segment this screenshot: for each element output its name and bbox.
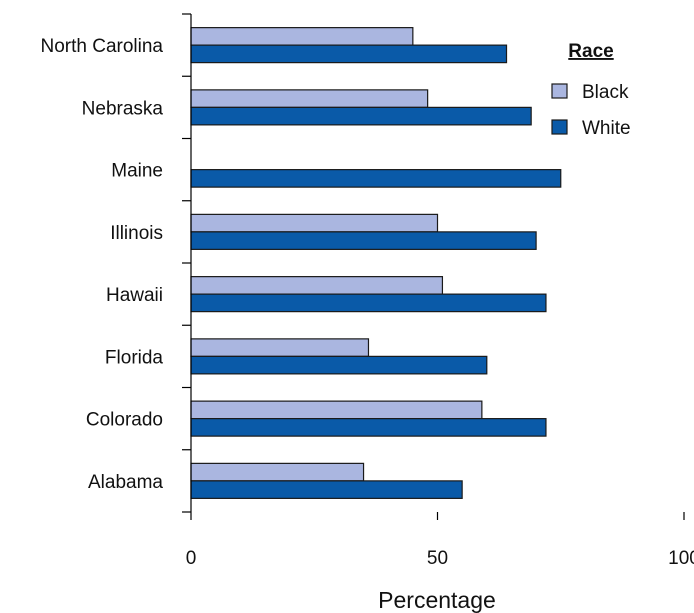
x-tick-label-100: 100 — [668, 548, 694, 569]
category-label-hawaii: Hawaii — [106, 285, 163, 306]
bar-black-nebraska — [190, 89, 429, 108]
bar-black-florida — [190, 338, 370, 357]
bar-white-hawaii — [190, 293, 547, 313]
category-label-colorado: Colorado — [86, 410, 163, 431]
x-axis-title: Percentage — [378, 587, 496, 613]
category-labels: North Carolina Nebraska Maine Illinois Hawai… — [41, 36, 164, 493]
bar-black-alabama — [190, 462, 365, 482]
x-tick-label-50: 50 — [427, 548, 448, 569]
bar-white-florida — [190, 355, 488, 375]
legend: Race Black White — [551, 41, 631, 139]
bar-black-illinois — [190, 213, 439, 233]
bar-black-colorado — [190, 400, 483, 420]
legend-label-white: White — [582, 118, 631, 139]
y-axis — [182, 13, 192, 513]
bar-white-alabama — [190, 480, 463, 499]
bar-white-nebraska — [190, 106, 532, 126]
legend-swatch-black — [551, 83, 568, 99]
legend-swatch-white — [551, 119, 568, 135]
x-axis: 0 50 100 — [186, 512, 694, 569]
bar-white-illinois — [190, 231, 537, 250]
bar-white-colorado — [190, 418, 547, 437]
category-label-north-carolina: North Carolina — [41, 36, 164, 57]
category-label-illinois: Illinois — [110, 223, 163, 244]
bars-group — [190, 27, 562, 499]
bar-black-hawaii — [190, 276, 444, 295]
legend-items: Black White — [551, 82, 631, 139]
legend-title: Race — [568, 41, 613, 62]
category-label-alabama: Alabama — [88, 472, 163, 493]
category-label-nebraska: Nebraska — [82, 98, 164, 119]
bar-white-maine — [190, 169, 562, 188]
category-label-maine: Maine — [111, 161, 163, 182]
x-tick-label-0: 0 — [186, 548, 197, 569]
bar-white-north-carolina — [190, 44, 508, 64]
category-label-florida: Florida — [105, 347, 164, 368]
bar-black-north-carolina — [190, 27, 414, 46]
legend-label-black: Black — [582, 82, 629, 103]
